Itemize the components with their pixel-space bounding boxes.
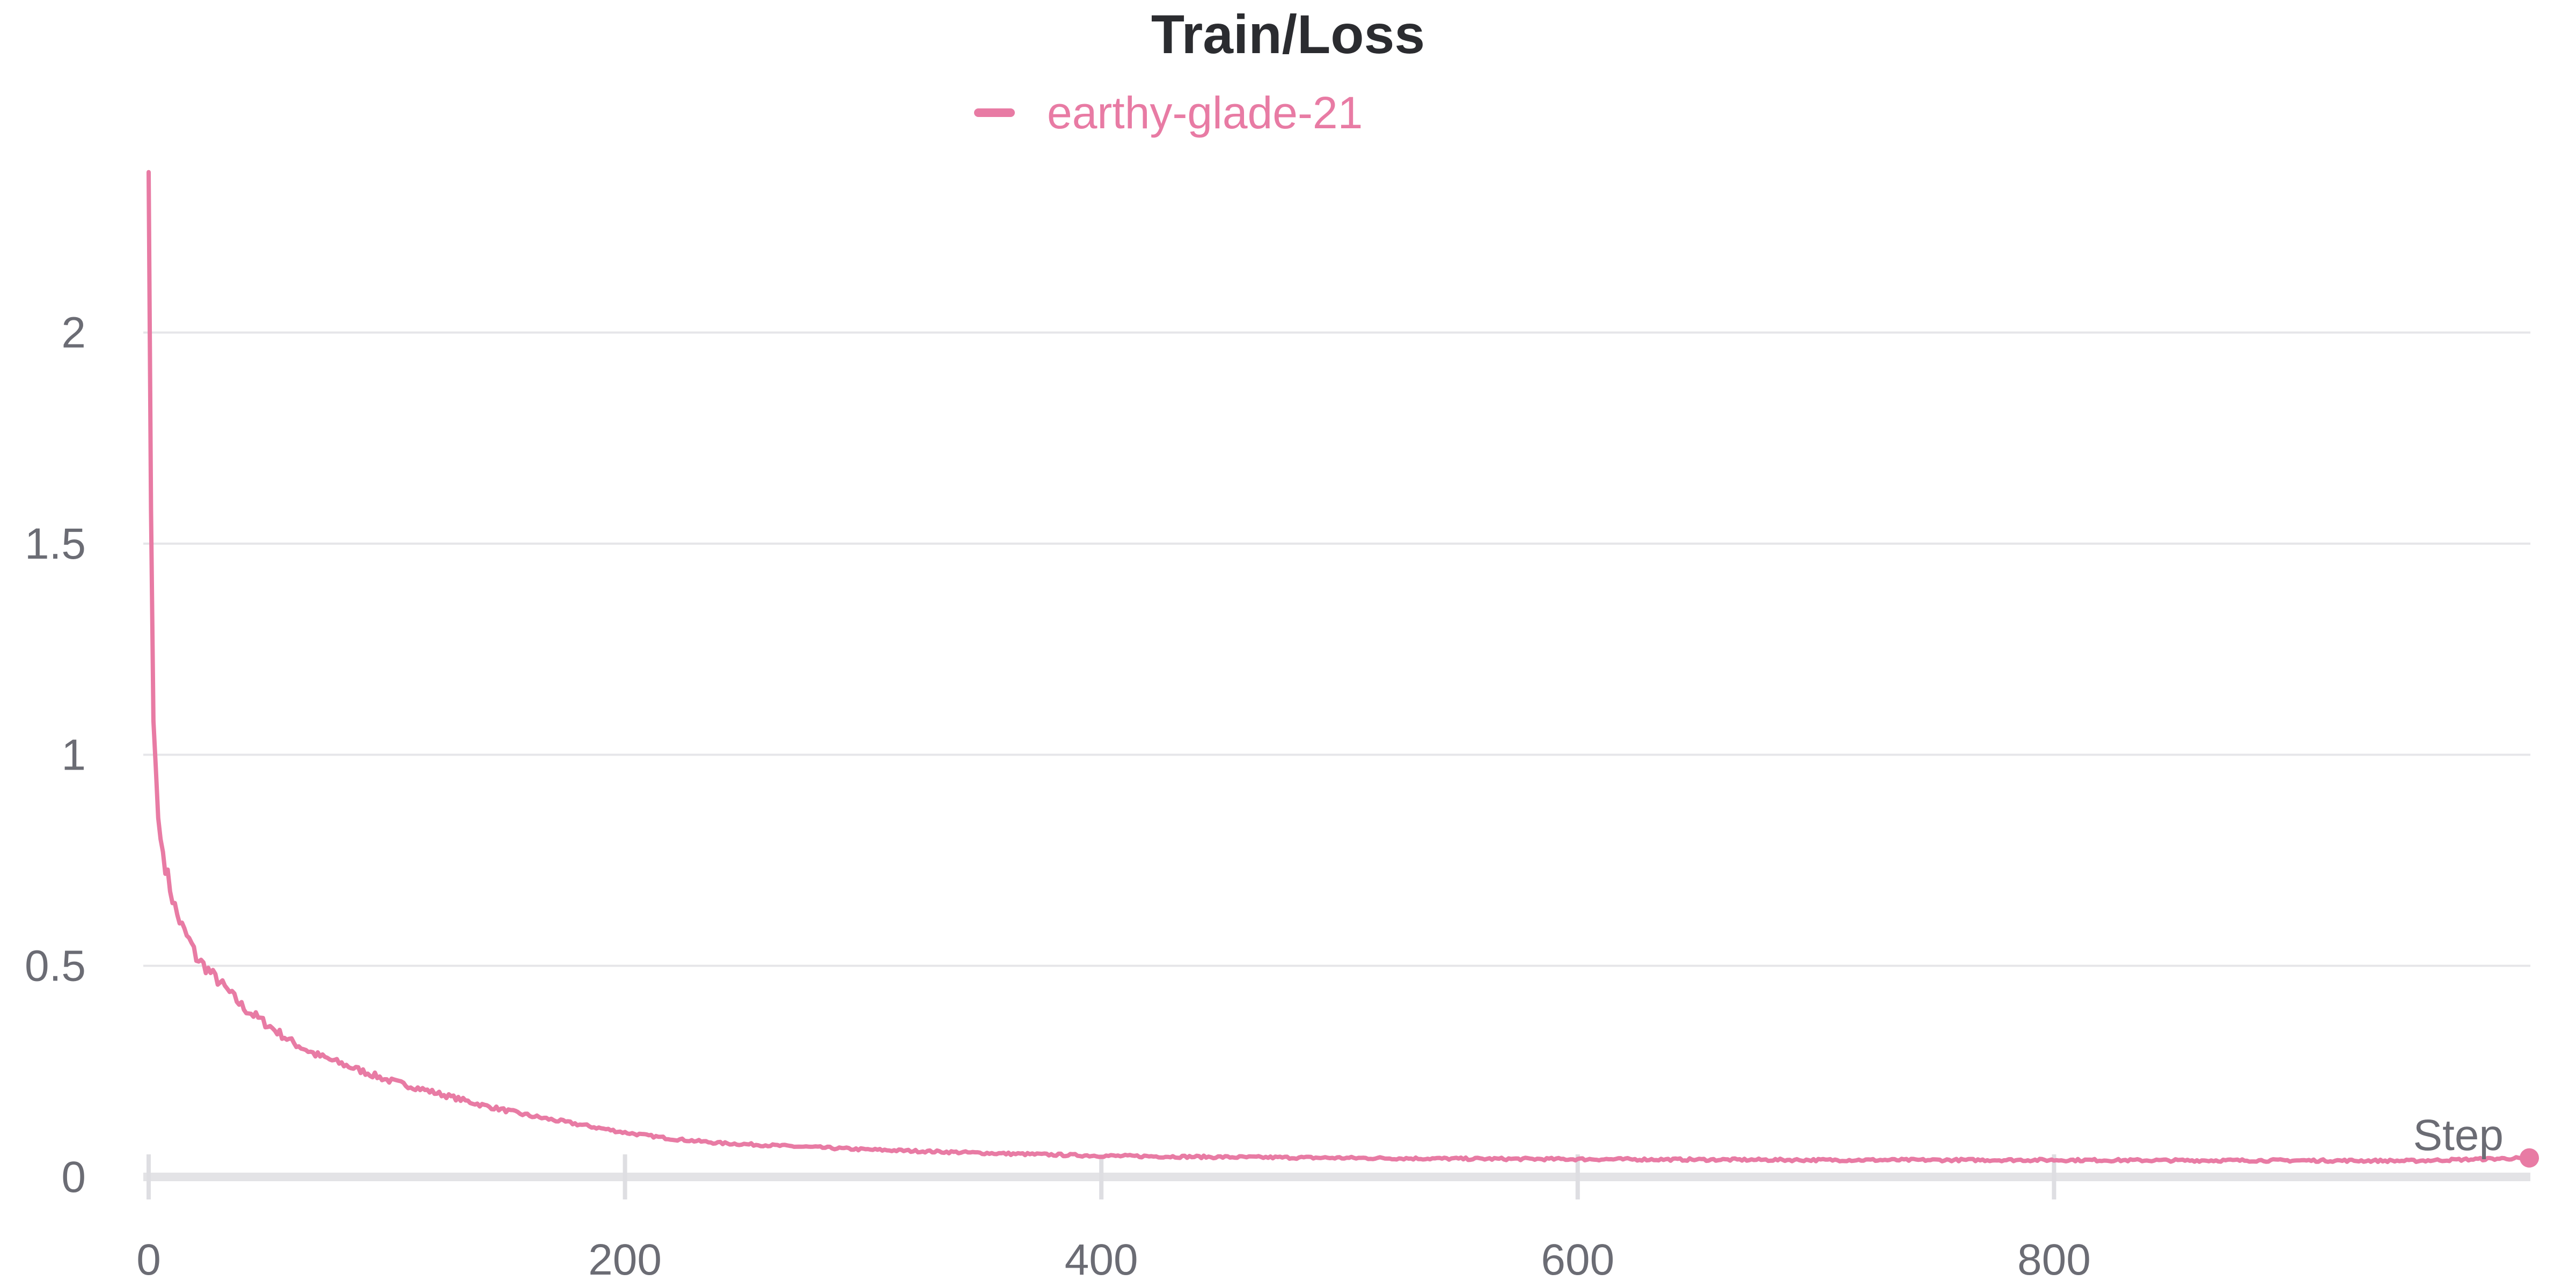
y-tick-label: 0 — [61, 1153, 86, 1202]
legend[interactable]: earthy-glade-21 — [974, 80, 1363, 145]
y-tick-label: 0.5 — [25, 942, 86, 991]
x-tick-label: 400 — [1065, 1235, 1138, 1284]
y-tick-label: 1.5 — [25, 519, 86, 568]
series-endpoint-marker[interactable] — [2520, 1148, 2539, 1168]
legend-label-earthy-glade-21: earthy-glade-21 — [1047, 87, 1363, 138]
y-tick-label: 1 — [61, 730, 86, 779]
chart-title: Train/Loss — [1151, 4, 1425, 65]
grid-lines — [143, 331, 2530, 967]
y-axis-tick-labels: 0 0.5 1 1.5 2 — [25, 309, 86, 1202]
series-line-earthy-glade-21[interactable] — [147, 170, 2523, 1165]
x-axis-label: Step — [2413, 1111, 2504, 1160]
x-tick-label: 0 — [136, 1235, 161, 1284]
x-axis-tick-labels: 0 200 400 600 800 — [136, 1235, 2091, 1284]
x-tick-label: 600 — [1541, 1235, 1614, 1284]
x-tick-label: 200 — [588, 1235, 662, 1284]
series-layer — [147, 170, 2539, 1168]
y-tick-label: 2 — [61, 309, 86, 357]
legend-swatch — [974, 108, 1015, 117]
x-axis — [143, 1154, 2530, 1199]
x-tick-label: 800 — [2017, 1235, 2091, 1284]
